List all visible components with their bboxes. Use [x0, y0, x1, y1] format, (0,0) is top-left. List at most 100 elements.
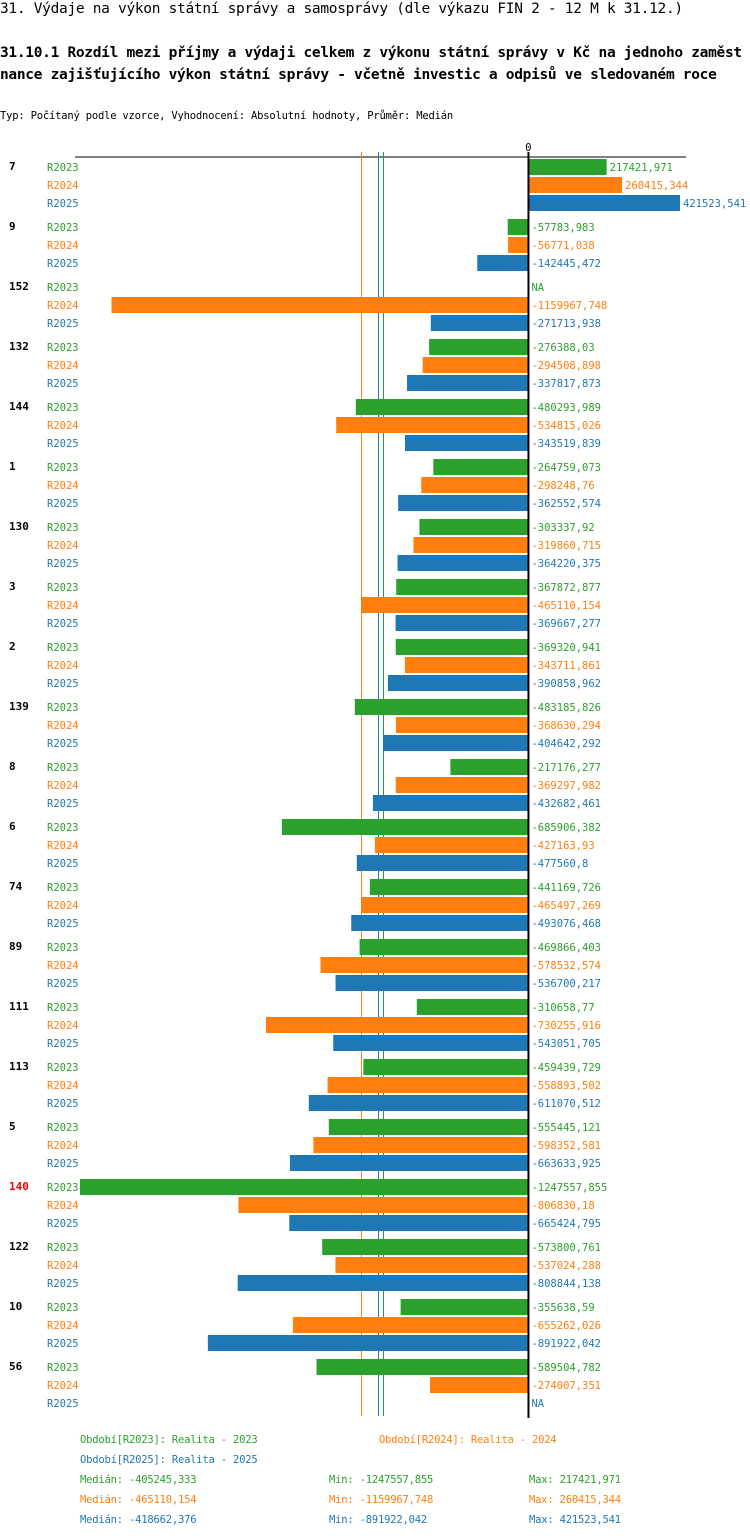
bar-9-r2024	[508, 237, 529, 253]
bar-7-r2023	[528, 159, 607, 175]
bar-5-r2023	[328, 1119, 529, 1135]
zero-tick-label: 0	[525, 142, 531, 154]
data-label-152-r2023: NA	[531, 282, 544, 294]
group-label-10: 10	[9, 1300, 22, 1313]
data-label-6-r2024: -427163,93	[531, 840, 594, 852]
bar-1-r2025	[398, 495, 529, 511]
series-label-r2023: R2023	[47, 162, 79, 174]
bar-139-r2023	[354, 699, 529, 715]
bar-2-r2024	[404, 657, 529, 673]
data-label-140-r2023: -1247557,855	[531, 1182, 607, 1194]
data-label-113-r2023: -459439,729	[531, 1062, 601, 1074]
series-label-r2023: R2023	[47, 222, 79, 234]
bar-8-r2023	[450, 759, 529, 775]
data-label-6-r2025: -477560,8	[531, 858, 588, 870]
group-label-132: 132	[9, 340, 29, 353]
data-label-111-r2023: -310658,77	[531, 1002, 594, 1014]
bar-113-r2025	[308, 1095, 529, 1111]
series-label-r2024: R2024	[47, 1140, 79, 1152]
series-label-r2024: R2024	[47, 180, 79, 192]
data-label-6-r2023: -685906,382	[531, 822, 601, 834]
group-label-56: 56	[9, 1360, 23, 1373]
series-label-r2023: R2023	[47, 1122, 79, 1134]
bar-122-r2024	[335, 1257, 529, 1273]
series-label-r2025: R2025	[47, 1218, 79, 1230]
series-label-r2024: R2024	[47, 840, 79, 852]
series-label-r2023: R2023	[47, 1242, 79, 1254]
bar-10-r2025	[207, 1335, 529, 1351]
series-label-r2023: R2023	[47, 702, 79, 714]
series-label-r2024: R2024	[47, 660, 79, 672]
series-label-r2025: R2025	[47, 378, 79, 390]
bar-132-r2024	[422, 357, 529, 373]
data-label-139-r2023: -483185,826	[531, 702, 601, 714]
bar-122-r2023	[322, 1239, 529, 1255]
group-label-113: 113	[9, 1060, 29, 1073]
series-label-r2025: R2025	[47, 798, 79, 810]
data-label-144-r2024: -534815,026	[531, 420, 601, 432]
group-label-8: 8	[9, 760, 16, 773]
series-label-r2023: R2023	[47, 882, 79, 894]
series-label-r2025: R2025	[47, 858, 79, 870]
series-label-r2025: R2025	[47, 558, 79, 570]
series-label-r2024: R2024	[47, 420, 79, 432]
bar-6-r2025	[356, 855, 529, 871]
series-label-r2025: R2025	[47, 1278, 79, 1290]
data-label-140-r2025: -665424,795	[531, 1218, 601, 1230]
data-label-113-r2024: -558893,502	[531, 1080, 601, 1092]
bar-1-r2024	[421, 477, 529, 493]
bar-2-r2025	[387, 675, 529, 691]
group-label-74: 74	[9, 880, 23, 893]
series-label-r2024: R2024	[47, 1260, 79, 1272]
bar-74-r2024	[361, 897, 529, 913]
bar-5-r2025	[289, 1155, 529, 1171]
bar-140-r2023	[80, 1179, 529, 1195]
data-label-132-r2023: -276388,03	[531, 342, 594, 354]
series-label-r2023: R2023	[47, 582, 79, 594]
data-label-74-r2024: -465497,269	[531, 900, 601, 912]
bar-6-r2024	[374, 837, 529, 853]
bar-7-r2025	[528, 195, 680, 211]
series-label-r2023: R2023	[47, 642, 79, 654]
bar-56-r2024	[429, 1377, 529, 1393]
series-label-r2023: R2023	[47, 522, 79, 534]
bar-132-r2023	[429, 339, 529, 355]
data-label-8-r2023: -217176,277	[531, 762, 601, 774]
group-label-2: 2	[9, 640, 16, 653]
bar-144-r2023	[355, 399, 529, 415]
series-label-r2024: R2024	[47, 1380, 79, 1392]
bar-89-r2024	[320, 957, 529, 973]
data-label-140-r2024: -806830,18	[531, 1200, 594, 1212]
bar-113-r2023	[363, 1059, 529, 1075]
bar-74-r2023	[369, 879, 529, 895]
series-label-r2023: R2023	[47, 1182, 79, 1194]
group-label-9: 9	[9, 220, 16, 233]
data-label-130-r2025: -364220,375	[531, 558, 601, 570]
series-label-r2024: R2024	[47, 900, 79, 912]
bar-8-r2024	[395, 777, 529, 793]
series-label-r2023: R2023	[47, 762, 79, 774]
data-label-89-r2024: -578532,574	[531, 960, 601, 972]
bar-1-r2023	[433, 459, 529, 475]
data-label-10-r2023: -355638,59	[531, 1302, 594, 1314]
bar-8-r2025	[372, 795, 529, 811]
data-label-130-r2024: -319860,715	[531, 540, 601, 552]
data-label-89-r2023: -469866,403	[531, 942, 601, 954]
series-label-r2024: R2024	[47, 480, 79, 492]
series-label-r2023: R2023	[47, 1062, 79, 1074]
data-label-3-r2023: -367872,877	[531, 582, 601, 594]
data-label-1-r2023: -264759,073	[531, 462, 601, 474]
series-label-r2023: R2023	[47, 342, 79, 354]
group-label-3: 3	[9, 580, 16, 593]
data-label-5-r2025: -663633,925	[531, 1158, 601, 1170]
series-label-r2025: R2025	[47, 918, 79, 930]
data-label-8-r2025: -432682,461	[531, 798, 601, 810]
group-label-140: 140	[9, 1180, 29, 1193]
series-label-r2024: R2024	[47, 540, 79, 552]
series-label-r2024: R2024	[47, 1320, 79, 1332]
bar-139-r2024	[395, 717, 529, 733]
data-label-144-r2023: -480293,989	[531, 402, 601, 414]
series-label-r2025: R2025	[47, 618, 79, 630]
data-label-3-r2025: -369667,277	[531, 618, 601, 630]
